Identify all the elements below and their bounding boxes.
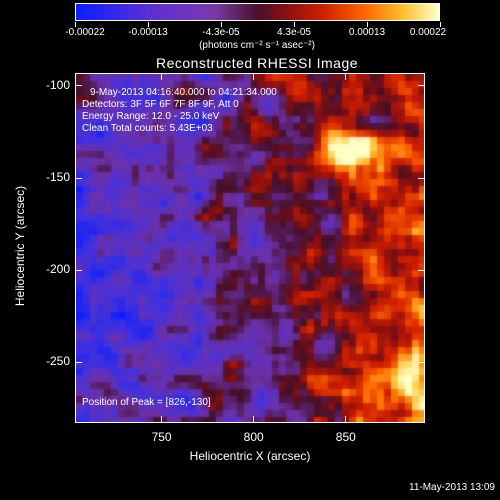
heatmap-plot: 9-May-2013 04:16:40.000 to 04:21:34.000 …: [75, 73, 425, 423]
annotation-energy: Energy Range: 12.0 - 25.0 keV: [82, 111, 220, 122]
colorbar-tick-label: -0.00022: [65, 27, 105, 38]
y-axis-label: Heliocentric Y (arcsec): [13, 185, 27, 307]
colorbar-tick-label: 0.00013: [348, 27, 386, 38]
colorbar-units: (photons cm⁻² s⁻¹ asec⁻²): [199, 40, 315, 51]
x-axis-label: Heliocentric X (arcsec): [189, 449, 311, 463]
x-tick-label: 800: [243, 430, 264, 444]
y-tick-label: -250: [45, 354, 70, 369]
colorbar-tick: [293, 22, 295, 27]
annotation-detectors: Detectors: 3F 5F 6F 7F 8F 9F, Att 0: [82, 99, 239, 110]
y-tick-label: -200: [45, 262, 70, 277]
colorbar-tick-label: -4.3e-05: [202, 27, 240, 38]
plot-title: Reconstructed RHESSI Image: [155, 55, 359, 71]
x-tick-label: 850: [335, 430, 356, 444]
colorbar-tick-label: 0.00022: [409, 27, 447, 38]
colorbar-tick: [439, 22, 441, 27]
annotation-time: 9-May-2013 04:16:40.000 to 04:21:34.000: [90, 87, 277, 98]
y-tick-label: -150: [45, 170, 70, 184]
colorbar-tick: [220, 22, 222, 27]
colorbar-tick-label: 4.3e-05: [277, 27, 311, 38]
heatmap-image: [76, 74, 424, 422]
colorbar: [75, 3, 440, 21]
footer-date: 11-May-2013 13:09: [409, 482, 495, 493]
colorbar-tick: [366, 22, 368, 27]
colorbar-tick: [147, 22, 149, 27]
colorbar-ticks: -0.00022 -0.00013 -4.3e-05 4.3e-05 0.00013 0.…: [0, 0, 500, 40]
x-tick-label: 750: [151, 430, 172, 444]
annotation-clean: Clean Total counts: 5.43E+03: [82, 123, 213, 134]
y-tick-label: -100: [45, 77, 70, 92]
annotation-peak: Position of Peak = [826,-130]: [82, 397, 211, 408]
colorbar-tick-label: -0.00013: [128, 27, 168, 38]
colorbar-tick: [74, 22, 76, 27]
